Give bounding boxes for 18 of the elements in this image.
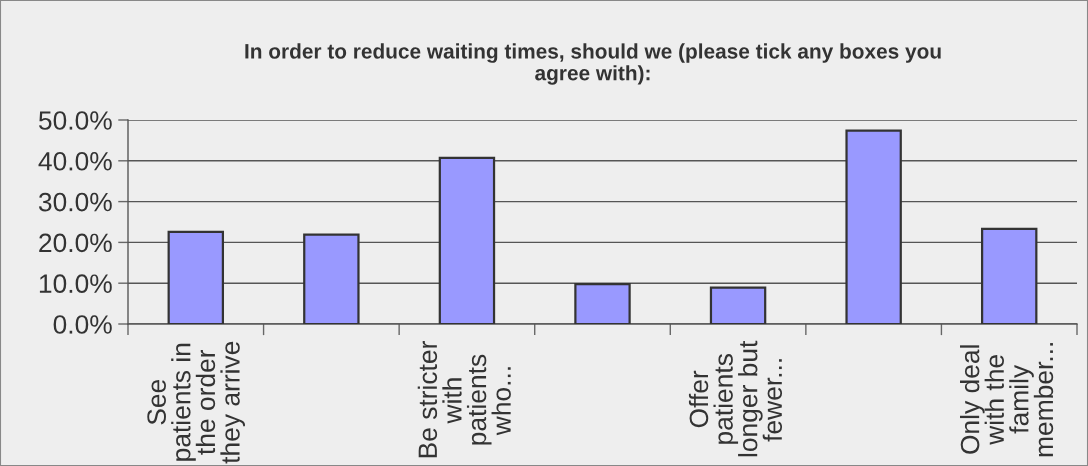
bar: [574, 282, 631, 324]
chart-title: In order to reduce waiting times, should we (please tick any boxes you agree with):: [245, 43, 941, 85]
y-tick-label: 0.0%: [53, 315, 112, 334]
bar: [845, 129, 902, 324]
y-tick-label: 20.0%: [39, 233, 112, 253]
bar: [709, 286, 767, 324]
bar: [303, 233, 360, 324]
bar: [438, 156, 496, 324]
bar: [167, 230, 225, 324]
x-tick-label: Offer patients longer but fewer...: [688, 340, 783, 457]
bar: [980, 227, 1038, 324]
y-tick-label: 40.0%: [38, 151, 112, 171]
x-tick-label: See patients in the order they arrive: [147, 341, 245, 464]
y-tick-label: 10.0%: [39, 274, 112, 294]
x-tick-label: Only deal with the family member...: [960, 343, 1054, 457]
y-tick-label: 30.0%: [38, 192, 112, 212]
x-tick-label: Be stricter with patients who...: [417, 341, 511, 458]
y-tick-label: 50.0%: [38, 111, 112, 130]
